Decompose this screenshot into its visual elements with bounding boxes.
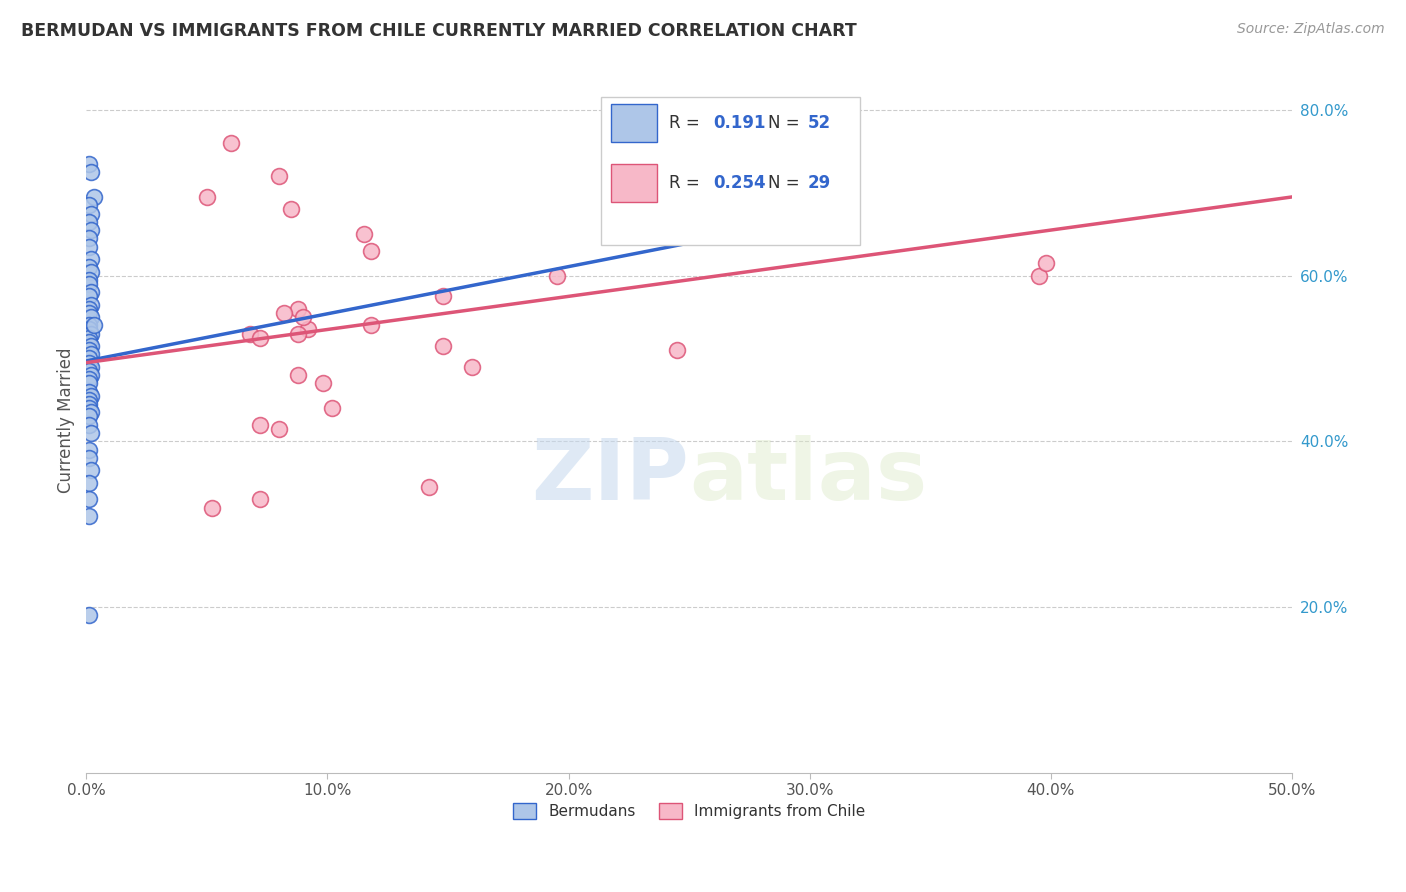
Point <box>249 492 271 507</box>
Bar <box>602 96 860 244</box>
Point <box>77 409 100 424</box>
Point <box>280 202 302 217</box>
Point <box>77 273 100 287</box>
Point <box>80 206 103 220</box>
Y-axis label: Currently Married: Currently Married <box>58 348 75 493</box>
Bar <box>610 103 657 143</box>
Point <box>77 240 100 254</box>
Point <box>77 334 100 349</box>
Point <box>360 318 382 333</box>
Point <box>83 318 105 333</box>
Point <box>80 285 103 300</box>
Point <box>353 227 375 242</box>
Point <box>80 165 103 179</box>
Text: R =: R = <box>669 174 704 192</box>
Point <box>80 326 103 341</box>
Point <box>77 450 100 465</box>
Point <box>269 422 291 436</box>
Point <box>77 351 100 366</box>
Bar <box>610 163 657 202</box>
Point <box>249 331 271 345</box>
Point <box>77 198 100 212</box>
Point <box>77 475 100 490</box>
Point <box>80 368 103 382</box>
Point <box>321 401 343 416</box>
Point <box>461 359 484 374</box>
Point <box>432 339 454 353</box>
Point <box>80 347 103 361</box>
Point <box>77 608 100 623</box>
Point <box>77 417 100 432</box>
Point <box>249 417 271 432</box>
Text: 0.191: 0.191 <box>713 114 766 132</box>
Point <box>77 376 100 391</box>
Point <box>77 157 100 171</box>
Point <box>77 306 100 320</box>
Point <box>77 392 100 407</box>
Point <box>80 405 103 419</box>
Point <box>77 231 100 245</box>
Point <box>1035 256 1057 270</box>
Point <box>239 326 262 341</box>
Legend: Bermudans, Immigrants from Chile: Bermudans, Immigrants from Chile <box>508 797 872 825</box>
Point <box>77 442 100 457</box>
Point <box>77 372 100 386</box>
Point <box>80 298 103 312</box>
Point <box>77 289 100 303</box>
Point <box>546 268 568 283</box>
Point <box>80 389 103 403</box>
Text: N =: N = <box>768 114 804 132</box>
Point <box>80 463 103 477</box>
Point <box>77 260 100 275</box>
Point <box>1028 268 1050 283</box>
Point <box>292 310 315 324</box>
Point <box>80 425 103 440</box>
Text: Source: ZipAtlas.com: Source: ZipAtlas.com <box>1237 22 1385 37</box>
Point <box>77 301 100 316</box>
Point <box>77 384 100 399</box>
Point <box>80 223 103 237</box>
Text: 52: 52 <box>807 114 831 132</box>
Point <box>666 343 689 358</box>
Text: ZIP: ZIP <box>531 435 689 518</box>
Point <box>80 264 103 278</box>
Point <box>77 401 100 416</box>
Point <box>77 343 100 358</box>
Point <box>77 492 100 507</box>
Point <box>80 359 103 374</box>
Point <box>219 136 242 150</box>
Point <box>269 169 291 184</box>
Point <box>432 289 454 303</box>
Point <box>418 480 440 494</box>
Point <box>77 215 100 229</box>
Point <box>77 318 100 333</box>
Point <box>77 364 100 378</box>
Point <box>287 326 309 341</box>
Point <box>77 397 100 411</box>
Point <box>297 322 319 336</box>
Text: 29: 29 <box>807 174 831 192</box>
Point <box>80 310 103 324</box>
Point <box>311 376 333 391</box>
Text: N =: N = <box>768 174 804 192</box>
Text: BERMUDAN VS IMMIGRANTS FROM CHILE CURRENTLY MARRIED CORRELATION CHART: BERMUDAN VS IMMIGRANTS FROM CHILE CURREN… <box>21 22 856 40</box>
Point <box>80 339 103 353</box>
Point <box>77 277 100 291</box>
Point <box>77 508 100 523</box>
Point <box>77 356 100 370</box>
Point <box>360 244 382 258</box>
Point <box>287 368 309 382</box>
Point <box>195 190 218 204</box>
Point <box>83 190 105 204</box>
Point <box>201 500 224 515</box>
Point <box>273 306 295 320</box>
Text: atlas: atlas <box>689 435 928 518</box>
Point <box>77 322 100 336</box>
Point <box>287 301 309 316</box>
Point <box>77 331 100 345</box>
Point <box>80 252 103 266</box>
Text: R =: R = <box>669 114 704 132</box>
Text: 0.254: 0.254 <box>713 174 766 192</box>
